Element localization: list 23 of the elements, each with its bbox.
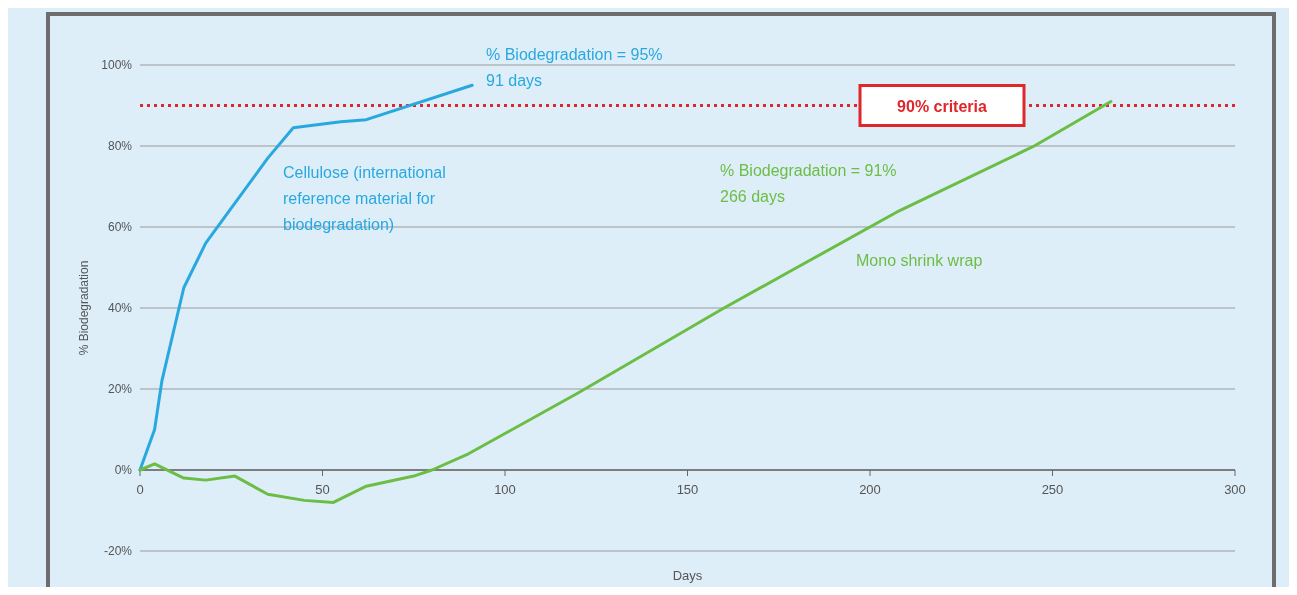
series-label: Cellulose (international reference material for biodegradation) [283, 164, 446, 233]
y-tick-label: 60% [107, 220, 133, 234]
x-tick-label: 250 [1041, 482, 1064, 497]
line-series [138, 99, 1113, 504]
annotation: % Biodegradation = 95% 91 days [486, 46, 663, 89]
y-tick-label: 80% [107, 139, 133, 153]
x-tick-label: 150 [676, 482, 699, 497]
line-series [138, 83, 474, 472]
y-tick-label: 40% [107, 301, 133, 315]
x-tick-label: 0 [136, 482, 144, 497]
y-tick-label: -20% [103, 544, 133, 558]
ref-line-label: 90% criteria [897, 97, 988, 115]
x-tick-label: 100 [494, 482, 516, 497]
x-tick-label: 300 [1224, 482, 1246, 497]
annotation: % Biodegradation = 91% 266 days [720, 162, 897, 205]
y-tick-label: 0% [114, 463, 133, 477]
y-tick-label: 100% [101, 58, 133, 72]
y-tick-label: 20% [107, 382, 133, 396]
x-axis-title: Days [672, 568, 703, 583]
x-tick-label: 200 [859, 482, 881, 497]
series-label: Mono shrink wrap [856, 252, 983, 269]
x-tick-label: 50 [315, 482, 330, 497]
y-axis-title: % Biodegradation [77, 260, 91, 356]
